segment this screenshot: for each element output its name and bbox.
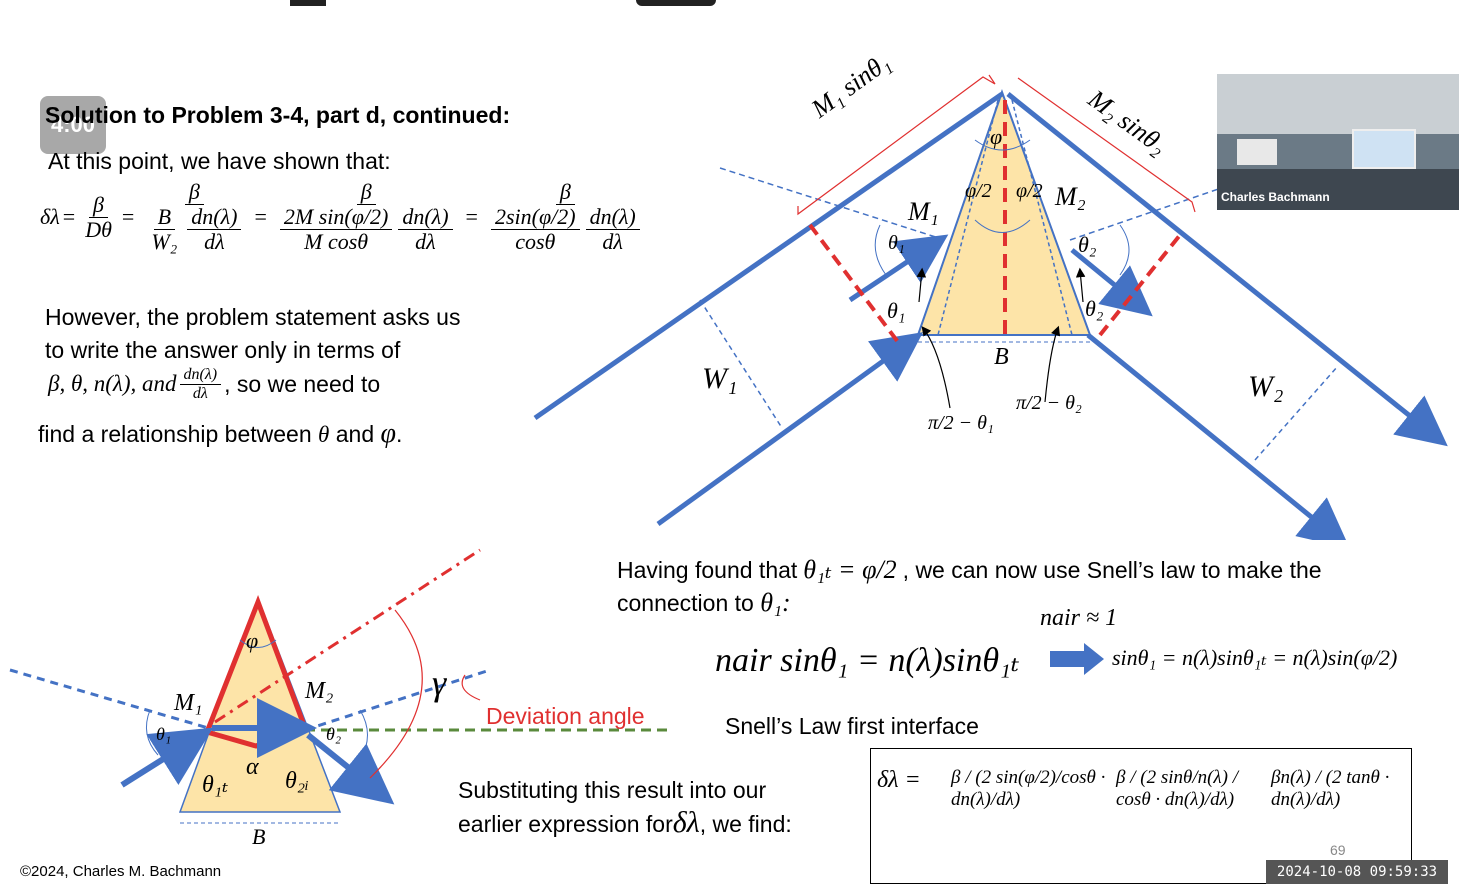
- title-remnant: [290, 0, 326, 6]
- para-line-3: β, θ, n(λ), and dn(λ) dλ , so we need to: [48, 366, 380, 402]
- page-title: Solution to Problem 3-4, part d, continu…: [45, 102, 511, 128]
- para-tail: , so we need to: [224, 370, 381, 397]
- eq-frac-1: β Dθ: [85, 191, 112, 242]
- bottom-theta2: θ₂: [326, 724, 342, 744]
- timer-badge: 4:00: [40, 96, 106, 154]
- label-theta1-a: θ₁: [888, 232, 905, 254]
- final-lhs: δλ =: [877, 767, 921, 793]
- eq-sign: =: [254, 204, 267, 230]
- snell-line-2: connection to θ₁:: [617, 588, 791, 617]
- eq-frac-4: β 2sin(φ/2) cosθ dn(λ) dλ: [484, 179, 647, 255]
- label-phi-top: φ: [990, 124, 1003, 149]
- bottom-m2: M₂: [305, 678, 334, 704]
- final-frac-3: βn(λ) / (2 tanθ · dn(λ)/dλ): [1271, 767, 1390, 810]
- eq-lhs: δλ: [40, 204, 60, 230]
- title-remnant: [636, 0, 716, 6]
- label-theta1-b: θ₁: [887, 298, 906, 323]
- bottom-theta1t: θ₁ₜ: [202, 772, 229, 798]
- eq-frac-3: β 2M sin(φ/2) M cosθ dn(λ) dλ: [273, 179, 460, 255]
- para-math: β, θ, n(λ), and: [48, 371, 177, 397]
- label-w1: W₁: [702, 362, 738, 395]
- bottom-alpha: α: [246, 754, 259, 780]
- label-theta2-a: θ₂: [1078, 232, 1097, 257]
- video-name: Charles Bachmann: [1221, 190, 1330, 204]
- page-number: 69: [1330, 842, 1346, 858]
- equation-delta-lambda: δλ = β Dθ = β B W₂ dn(λ) dλ = β 2M sin(φ/2) M…: [40, 179, 650, 255]
- prism-diagram-bottom: [9, 548, 670, 824]
- snell-caption: Snell’s Law first interface: [725, 713, 979, 739]
- label-pi2-theta1: π/2 − θ₁: [928, 412, 994, 434]
- eq-sign: =: [121, 204, 135, 230]
- label-w2: W₂: [1248, 370, 1284, 403]
- label-m1: M₁: [908, 197, 939, 226]
- snell-main-equation: nair sinθ₁ = n(λ)sinθ₁ₜ: [715, 642, 1020, 679]
- subst-line-1: Substituting this result into our: [458, 777, 767, 803]
- snell-result-equation: sinθ₁ = n(λ)sinθ₁ₜ = n(λ)sin(φ/2): [1112, 645, 1398, 670]
- implies-arrow: [1050, 643, 1104, 675]
- eq-frac-2: β B W₂ dn(λ) dλ: [140, 179, 248, 255]
- para-line-1: However, the problem statement asks us: [45, 304, 461, 330]
- bottom-theta2i: θ₂ᵢ: [285, 768, 309, 794]
- para-line-4: find a relationship between θ and φ.: [38, 418, 403, 449]
- para-line-2: to write the answer only in terms of: [45, 337, 401, 363]
- copyright: ©2024, Charles M. Bachmann: [20, 863, 222, 880]
- label-b-top: B: [994, 344, 1009, 370]
- timestamp: 2024-10-08 09:59:33: [1266, 860, 1448, 884]
- intro-line: At this point, we have shown that:: [48, 148, 391, 174]
- final-frac-2: β / (2 sinθ/n(λ) / cosθ · dn(λ)/dλ): [1116, 767, 1239, 810]
- label-pi2-theta2: π/2 − θ₂: [1016, 392, 1082, 414]
- eq-sign: =: [465, 204, 478, 230]
- subst-line-2: earlier expression forδλ, we find:: [458, 806, 792, 839]
- label-m2: M₂: [1055, 182, 1086, 211]
- bottom-phi: φ: [246, 628, 259, 653]
- video-thumbnail[interactable]: Charles Bachmann: [1217, 74, 1459, 210]
- final-frac-1: β / (2 sin(φ/2)/cosθ · dn(λ)/dλ): [951, 767, 1106, 810]
- bottom-b: B: [252, 824, 266, 849]
- prism-diagram-top: [533, 74, 1448, 540]
- eq-sign: =: [62, 204, 76, 230]
- label-phi-half-right: φ/2: [1016, 180, 1043, 202]
- bottom-theta1: θ₁: [156, 724, 172, 744]
- label-phi-half-left: φ/2: [965, 180, 992, 202]
- nair-approx: nair ≈ 1: [1040, 605, 1118, 631]
- snell-line-1: Having found that θ₁ₜ = φ/2 , we can now…: [617, 555, 1322, 584]
- deviation-angle-label: Deviation angle: [486, 703, 645, 729]
- para-frac: dn(λ) dλ: [179, 366, 222, 402]
- final-equation-box: δλ = β / (2 sin(φ/2)/cosθ · dn(λ)/dλ) β …: [870, 748, 1412, 884]
- bottom-gamma: γ: [432, 663, 447, 703]
- bottom-m1: M₁: [174, 690, 203, 716]
- label-theta2-b: θ₂: [1085, 296, 1104, 321]
